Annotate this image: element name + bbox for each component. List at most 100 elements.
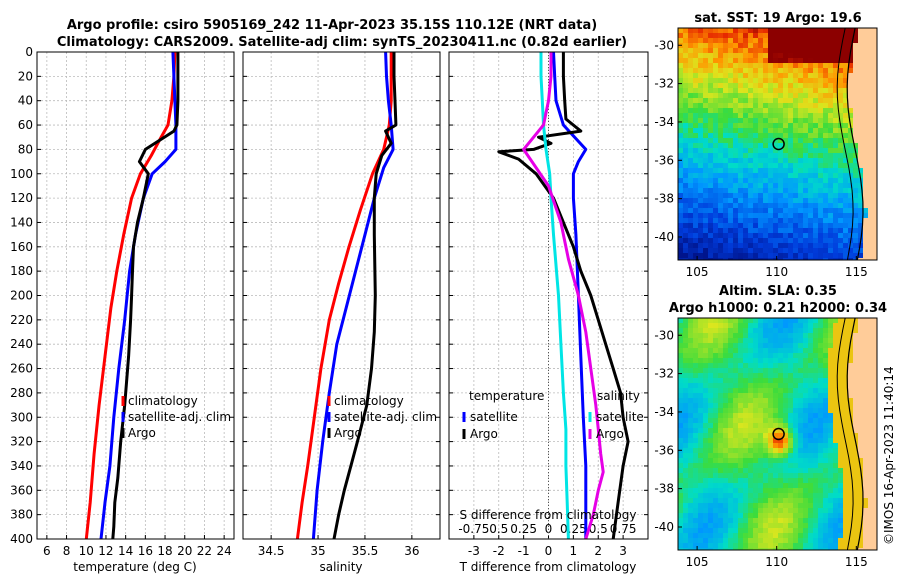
map-cell [683,363,688,368]
map-cell [733,28,738,33]
map-cell [688,463,693,468]
map-cell [718,348,723,353]
map-cell [803,508,808,513]
map-cell [743,28,748,33]
map-cell [818,403,823,408]
map-y-tick-label: -38 [654,482,674,496]
map-cell [833,328,838,333]
map-cell [863,513,868,518]
map-cell [818,423,823,428]
map-cell [778,153,783,158]
map-cell [748,343,753,348]
map-cell [783,418,788,423]
map-cell [803,28,808,33]
map-cell [713,388,718,393]
map-cell [718,508,723,513]
map-cell [703,348,708,353]
map-y-tick-label: -34 [654,405,674,419]
map-cell [743,348,748,353]
map-cell [848,503,853,508]
map-cell [738,343,743,348]
map-cell [763,203,768,208]
map-cell [823,193,828,198]
map-cell [823,233,828,238]
map-cell [748,468,753,473]
map-cell [843,123,848,128]
map-cell [743,488,748,493]
map-cell [758,83,763,88]
map-cell [743,68,748,73]
map-cell [863,218,868,223]
map-cell [703,108,708,113]
map-cell [738,518,743,523]
map-cell [803,128,808,133]
map-cell [788,118,793,123]
map-cell [843,178,848,183]
map-cell [768,333,773,338]
map-cell [718,413,723,418]
map-cell [698,218,703,223]
map-cell [748,373,753,378]
map-cell [753,378,758,383]
map-cell [768,233,773,238]
map-cell [713,73,718,78]
map-cell [683,493,688,498]
map-cell [783,508,788,513]
s-x-tick-label: 0.25 [510,522,537,536]
map-cell [748,393,753,398]
map-cell [713,508,718,513]
map-cell [768,73,773,78]
map-cell [698,173,703,178]
map-cell [738,423,743,428]
map-cell [813,128,818,133]
map-cell [863,398,868,403]
map-cell [823,398,828,403]
map-cell [828,108,833,113]
map-cell [803,78,808,83]
map-cell [703,223,708,228]
map-cell [723,528,728,533]
map-cell [758,218,763,223]
map-cell [763,503,768,508]
map-cell [863,508,868,513]
map-cell [798,423,803,428]
map-cell [853,488,858,493]
map-cell [798,318,803,323]
map-cell [713,533,718,538]
map-cell [813,453,818,458]
map-cell [823,163,828,168]
map-cell [703,358,708,363]
map-cell [713,378,718,383]
y-tick-label: 260 [10,362,33,376]
map-cell [763,93,768,98]
map-cell [748,83,753,88]
map-cell [818,408,823,413]
map-cell [698,448,703,453]
map-cell [753,183,758,188]
map-cell [803,118,808,123]
map-cell [683,513,688,518]
map-cell [808,143,813,148]
map-cell [773,218,778,223]
map-cell [693,348,698,353]
map-cell [808,108,813,113]
map-cell [778,418,783,423]
map-cell [693,148,698,153]
map-cell [678,508,683,513]
map-cell [798,408,803,413]
map-cell [833,408,838,413]
map-cell [778,158,783,163]
map-cell [723,28,728,33]
map-cell [773,78,778,83]
map-cell [863,318,868,323]
map-cell [778,258,783,260]
map-cell [778,318,783,323]
map-cell [763,493,768,498]
coastline [846,28,864,260]
map-cell [858,368,863,373]
map-cell [873,333,877,338]
map-cell [753,543,758,548]
map-cell [693,478,698,483]
map-cell [708,188,713,193]
map-cell [778,393,783,398]
